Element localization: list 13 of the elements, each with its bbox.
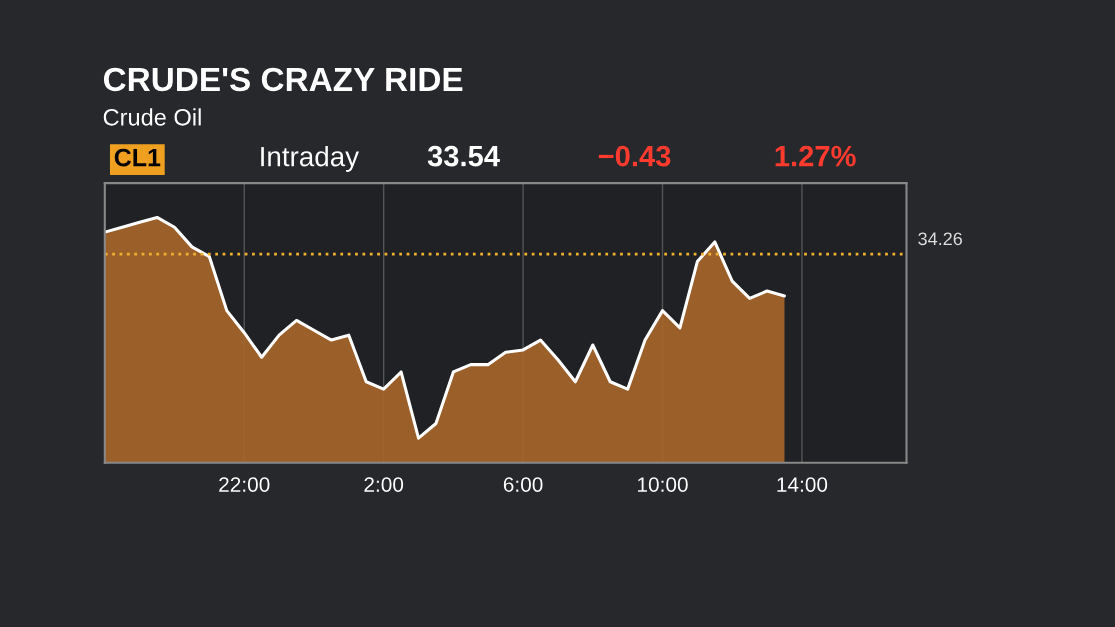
x-tick-label: 10:00 [638, 477, 688, 492]
x-tick-label: 14:00 [777, 477, 828, 492]
text: −0.43 [598, 145, 671, 167]
text: 1.27% [775, 145, 856, 167]
x-tick-label: 6:00 [503, 477, 543, 492]
text: 33.54 [427, 145, 500, 167]
text: Intraday [261, 146, 359, 172]
chart-title: CRUDE'S CRAZY RIDE [103, 67, 463, 92]
x-tick-label: 22:00 [219, 477, 270, 492]
chart-subtitle: Crude Oil [103, 108, 201, 126]
text: 34.26 [918, 232, 962, 246]
text: CL1 [114, 148, 161, 167]
x-tick-label: 2:00 [364, 477, 404, 492]
